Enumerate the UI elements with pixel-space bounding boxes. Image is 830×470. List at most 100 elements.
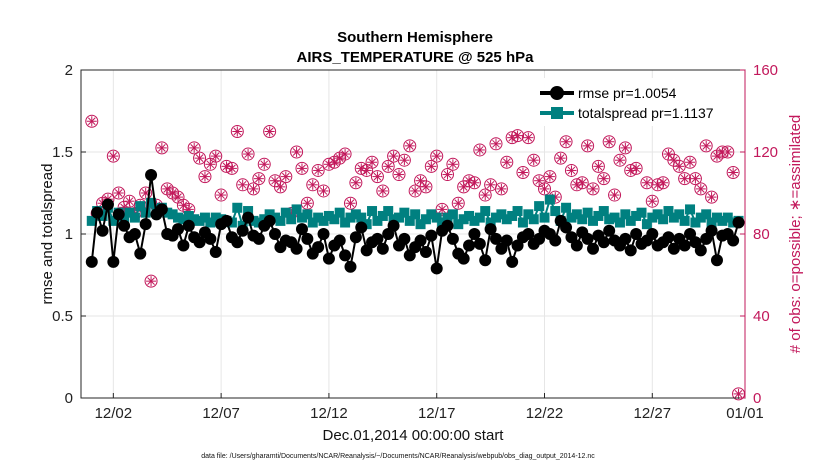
totalspread-point [469, 215, 480, 226]
obs-possible-marker [721, 145, 735, 159]
rmse-point [376, 242, 389, 255]
totalspread-point [480, 206, 491, 217]
rmse-point [290, 242, 303, 255]
obs-possible-marker [263, 125, 277, 138]
x-tick-label: 12/22 [526, 405, 564, 422]
obs-count-point [694, 182, 708, 196]
obs-count-point [500, 155, 514, 169]
totalspread-point [598, 206, 609, 217]
rmse-point [112, 208, 125, 221]
obs-assimilated-marker [330, 158, 339, 167]
obs-assimilated-marker [605, 137, 614, 146]
rmse-point [371, 232, 384, 245]
obs-assimilated-marker [411, 187, 420, 195]
obs-possible-marker [683, 155, 697, 169]
rmse-point [398, 232, 411, 245]
obs-count-point [279, 170, 293, 184]
obs-count-point [343, 196, 357, 210]
totalspread-point [162, 207, 173, 218]
legend-rmse-marker [550, 86, 564, 100]
totalspread-point [243, 206, 254, 217]
totalspread-point [383, 206, 394, 217]
obs-possible-marker [311, 163, 325, 177]
obs-count-point [263, 125, 277, 138]
obs-count-point [467, 176, 481, 190]
obs-count-point [559, 135, 573, 149]
rmse-point [603, 224, 616, 237]
obs-count-point [575, 176, 589, 190]
totalspread-point [447, 209, 458, 220]
obs-assimilated-marker [427, 162, 436, 171]
obs-count-point [478, 188, 492, 202]
rmse-point [560, 221, 573, 234]
obs-assimilated-marker [298, 164, 306, 173]
totalspread-point [97, 210, 108, 221]
rmse-point [710, 254, 723, 267]
rmse-point [107, 255, 120, 268]
obs-count-point [484, 178, 498, 192]
y-tick-label: 2 [65, 62, 73, 79]
obs-possible-marker [397, 153, 411, 167]
totalspread-point [296, 212, 307, 223]
obs-assimilated-marker [341, 150, 349, 158]
totalspread-point [647, 212, 658, 223]
obs-count-point [608, 188, 622, 202]
y-right-tick-label: 120 [753, 144, 778, 161]
obs-count-point [440, 168, 454, 182]
totalspread-point [544, 194, 555, 205]
totalspread-point [146, 197, 157, 208]
obs-count-point [451, 196, 465, 210]
totalspread-point [658, 214, 669, 225]
totalspread-point [528, 214, 539, 225]
obs-count-point [338, 147, 352, 161]
obs-assimilated-marker [422, 182, 430, 191]
obs-possible-marker [370, 170, 384, 184]
obs-possible-marker [290, 145, 304, 159]
obs-possible-marker [538, 182, 552, 196]
obs-count-point [586, 182, 600, 196]
obs-assimilated-marker [114, 189, 123, 197]
obs-possible-marker [112, 186, 126, 200]
rmse-point [457, 252, 470, 265]
rmse-point [155, 203, 168, 216]
obs-assimilated-marker [303, 199, 312, 208]
obs-count-point [591, 159, 605, 173]
rmse-point [193, 236, 206, 249]
obs-assimilated-marker [675, 162, 684, 171]
obs-count-point [376, 184, 390, 198]
obs-assimilated-marker [125, 197, 134, 206]
obs-count-point [123, 194, 137, 208]
rmse-point [468, 228, 481, 240]
obs-count-point [252, 172, 266, 186]
rmse-point [231, 236, 244, 249]
totalspread-point [350, 209, 361, 220]
obs-possible-marker [591, 159, 605, 173]
obs-possible-marker [494, 182, 508, 196]
rmse-point [419, 246, 432, 259]
obs-count-point [241, 147, 255, 161]
obs-possible-marker [467, 176, 481, 190]
totalspread-point [329, 214, 340, 225]
obs-possible-marker [705, 190, 719, 204]
obs-possible-marker [726, 166, 740, 179]
obs-possible-marker [317, 184, 331, 198]
obs-possible-marker [570, 178, 584, 192]
obs-count-point [306, 178, 320, 192]
obs-assimilated-marker [211, 152, 220, 160]
rmse-point [242, 211, 255, 224]
obs-assimilated-marker [492, 139, 500, 148]
obs-possible-marker [586, 182, 600, 196]
legend-totalspread-marker [551, 107, 563, 119]
rmse-point [204, 232, 217, 245]
totalspread-point [453, 219, 464, 230]
totalspread-point [550, 206, 561, 217]
obs-possible-marker [451, 196, 465, 210]
obs-possible-marker [608, 188, 622, 202]
rmse-point [727, 234, 740, 247]
obs-count-point [257, 157, 271, 171]
rmse-point [134, 247, 147, 260]
obs-assimilated-marker [486, 180, 495, 189]
obs-assimilated-marker [562, 137, 570, 146]
obs-assimilated-marker [475, 146, 484, 154]
obs-assimilated-marker [314, 166, 322, 175]
